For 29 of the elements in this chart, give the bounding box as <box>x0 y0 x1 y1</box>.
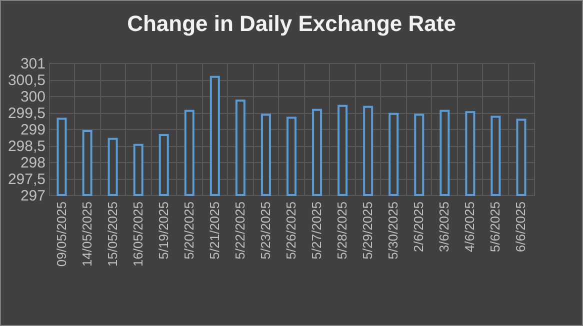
x-tick-label: 2/6/2025 <box>411 202 426 252</box>
y-tick-label: 301 <box>20 56 46 72</box>
x-tick-label: 5/22/2025 <box>232 202 248 260</box>
y-tick-label: 300 <box>20 88 46 106</box>
y-tick-label: 300,5 <box>8 72 46 89</box>
x-tick-label: 3/6/2025 <box>436 202 452 252</box>
x-tick-label: 5/6/2025 <box>488 202 503 252</box>
y-tick-label: 299,5 <box>8 105 46 122</box>
x-tick-label: 14/05/2025 <box>79 202 94 267</box>
x-tick-label: 5/26/2025 <box>284 202 298 260</box>
x-tick-label: 5/20/2025 <box>181 202 196 260</box>
x-tick-label: 5/19/2025 <box>156 202 171 260</box>
x-tick-label: 4/6/2025 <box>462 202 478 252</box>
x-tick-label: 15/05/2025 <box>104 202 120 267</box>
x-tick-label: 5/30/2025 <box>386 202 401 260</box>
x-tick-label: 5/29/2025 <box>360 202 376 260</box>
y-tick-label: 298,5 <box>8 138 46 155</box>
x-tick-label: 5/21/2025 <box>206 202 222 260</box>
y-tick-label: 297 <box>20 188 46 204</box>
x-tick-label: 5/23/2025 <box>258 202 273 260</box>
x-tick-label: 5/28/2025 <box>334 202 350 260</box>
x-tick-label: 09/05/2025 <box>54 202 69 267</box>
x-tick-label: 6/6/2025 <box>513 202 528 252</box>
y-tick-label: 298 <box>20 154 46 172</box>
chart-title: Change in Daily Exchange Rate <box>127 11 456 36</box>
x-tick-label: 16/05/2025 <box>130 202 146 267</box>
x-tick-label: 5/27/2025 <box>309 202 324 260</box>
y-tick-label: 297,5 <box>8 171 46 188</box>
y-tick-label: 299 <box>20 122 46 138</box>
